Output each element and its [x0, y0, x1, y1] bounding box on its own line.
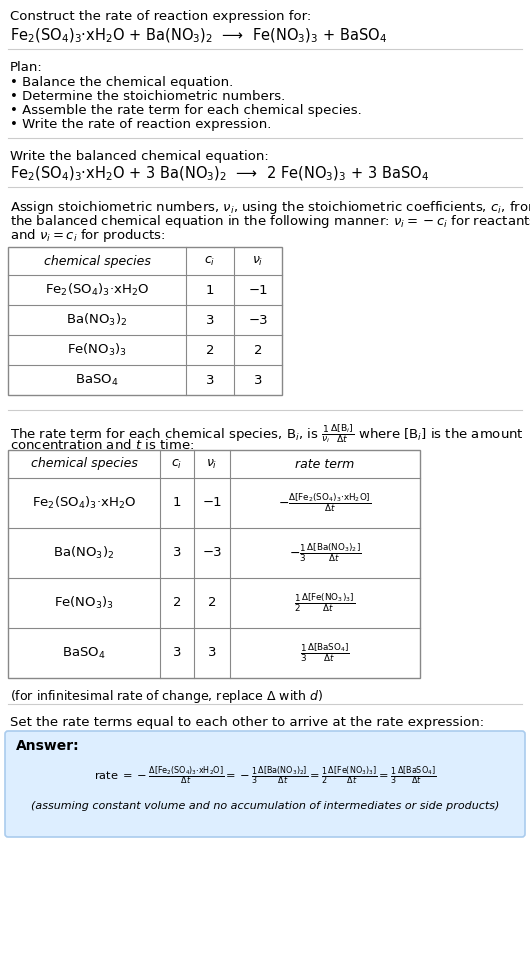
Text: $-\frac{\Delta[\mathrm{Fe_2(SO_4)_3{\cdot}xH_2O}]}{\Delta t}$: $-\frac{\Delta[\mathrm{Fe_2(SO_4)_3{\cdo…: [278, 492, 372, 514]
Text: BaSO$_4$: BaSO$_4$: [62, 646, 106, 661]
Text: 3: 3: [173, 547, 181, 560]
Text: $c_i$: $c_i$: [171, 458, 183, 470]
Text: $-\frac{1}{3}\frac{\Delta[\mathrm{Ba(NO_3)_2}]}{\Delta t}$: $-\frac{1}{3}\frac{\Delta[\mathrm{Ba(NO_…: [289, 542, 361, 564]
Text: $\nu_i$: $\nu_i$: [206, 458, 218, 470]
Text: chemical species: chemical species: [31, 458, 137, 470]
Text: 3: 3: [206, 314, 214, 326]
Text: Construct the rate of reaction expression for:: Construct the rate of reaction expressio…: [10, 10, 311, 23]
Text: Ba(NO$_3$)$_2$: Ba(NO$_3$)$_2$: [54, 545, 114, 561]
Text: 2: 2: [208, 597, 216, 610]
Text: BaSO$_4$: BaSO$_4$: [75, 372, 119, 387]
Text: Answer:: Answer:: [16, 739, 80, 753]
Bar: [8, 247, 282, 395]
FancyBboxPatch shape: [5, 731, 525, 837]
Text: concentration and $t$ is time:: concentration and $t$ is time:: [10, 438, 194, 452]
Text: −3: −3: [248, 314, 268, 326]
Text: Plan:: Plan:: [10, 61, 43, 74]
Text: • Balance the chemical equation.: • Balance the chemical equation.: [10, 76, 233, 89]
Text: Assign stoichiometric numbers, $\nu_i$, using the stoichiometric coefficients, $: Assign stoichiometric numbers, $\nu_i$, …: [10, 199, 530, 216]
Text: rate $= -\frac{\Delta[\mathrm{Fe_2(SO_4)_3{\cdot}xH_2O}]}{\Delta t} = -\frac{1}{: rate $= -\frac{\Delta[\mathrm{Fe_2(SO_4)…: [94, 764, 436, 788]
Text: 2: 2: [206, 344, 214, 357]
Text: −3: −3: [202, 547, 222, 560]
Text: The rate term for each chemical species, B$_i$, is $\frac{1}{\nu_i}\frac{\Delta[: The rate term for each chemical species,…: [10, 422, 524, 445]
Text: the balanced chemical equation in the following manner: $\nu_i = -c_i$ for react: the balanced chemical equation in the fo…: [10, 213, 530, 230]
Text: 2: 2: [254, 344, 262, 357]
Text: Fe$_2$(SO$_4$)$_3$·xH$_2$O + Ba(NO$_3$)$_2$  ⟶  Fe(NO$_3$)$_3$ + BaSO$_4$: Fe$_2$(SO$_4$)$_3$·xH$_2$O + Ba(NO$_3$)$…: [10, 27, 387, 45]
Text: 2: 2: [173, 597, 181, 610]
Text: chemical species: chemical species: [43, 255, 151, 268]
Text: Fe$_2$(SO$_4$)$_3$·xH$_2$O + 3 Ba(NO$_3$)$_2$  ⟶  2 Fe(NO$_3$)$_3$ + 3 BaSO$_4$: Fe$_2$(SO$_4$)$_3$·xH$_2$O + 3 Ba(NO$_3$…: [10, 165, 429, 183]
Text: Fe(NO$_3$)$_3$: Fe(NO$_3$)$_3$: [54, 595, 114, 612]
Text: $\nu_i$: $\nu_i$: [252, 255, 264, 268]
Text: −1: −1: [248, 283, 268, 297]
Text: and $\nu_i = c_i$ for products:: and $\nu_i = c_i$ for products:: [10, 227, 165, 244]
Text: • Write the rate of reaction expression.: • Write the rate of reaction expression.: [10, 118, 271, 131]
Text: 3: 3: [254, 373, 262, 386]
Text: Fe(NO$_3$)$_3$: Fe(NO$_3$)$_3$: [67, 342, 127, 358]
Text: Fe$_2$(SO$_4$)$_3$·xH$_2$O: Fe$_2$(SO$_4$)$_3$·xH$_2$O: [32, 495, 136, 511]
Text: Fe$_2$(SO$_4$)$_3$·xH$_2$O: Fe$_2$(SO$_4$)$_3$·xH$_2$O: [45, 282, 149, 298]
Text: $\frac{1}{3}\frac{\Delta[\mathrm{BaSO_4}]}{\Delta t}$: $\frac{1}{3}\frac{\Delta[\mathrm{BaSO_4}…: [300, 642, 350, 664]
Text: rate term: rate term: [295, 458, 355, 470]
Text: 1: 1: [173, 497, 181, 510]
Text: (assuming constant volume and no accumulation of intermediates or side products): (assuming constant volume and no accumul…: [31, 801, 499, 811]
Text: $\frac{1}{2}\frac{\Delta[\mathrm{Fe(NO_3)_3}]}{\Delta t}$: $\frac{1}{2}\frac{\Delta[\mathrm{Fe(NO_3…: [295, 592, 356, 614]
Text: Set the rate terms equal to each other to arrive at the rate expression:: Set the rate terms equal to each other t…: [10, 716, 484, 729]
Text: −1: −1: [202, 497, 222, 510]
Text: • Determine the stoichiometric numbers.: • Determine the stoichiometric numbers.: [10, 90, 285, 103]
Text: (for infinitesimal rate of change, replace Δ with $d$): (for infinitesimal rate of change, repla…: [10, 688, 323, 705]
Text: 1: 1: [206, 283, 214, 297]
Text: Write the balanced chemical equation:: Write the balanced chemical equation:: [10, 150, 269, 163]
Text: 3: 3: [208, 647, 216, 660]
Text: 3: 3: [173, 647, 181, 660]
Bar: [8, 450, 420, 678]
Text: • Assemble the rate term for each chemical species.: • Assemble the rate term for each chemic…: [10, 104, 362, 117]
Text: 3: 3: [206, 373, 214, 386]
Text: Ba(NO$_3$)$_2$: Ba(NO$_3$)$_2$: [66, 312, 128, 328]
Text: $c_i$: $c_i$: [205, 255, 216, 268]
